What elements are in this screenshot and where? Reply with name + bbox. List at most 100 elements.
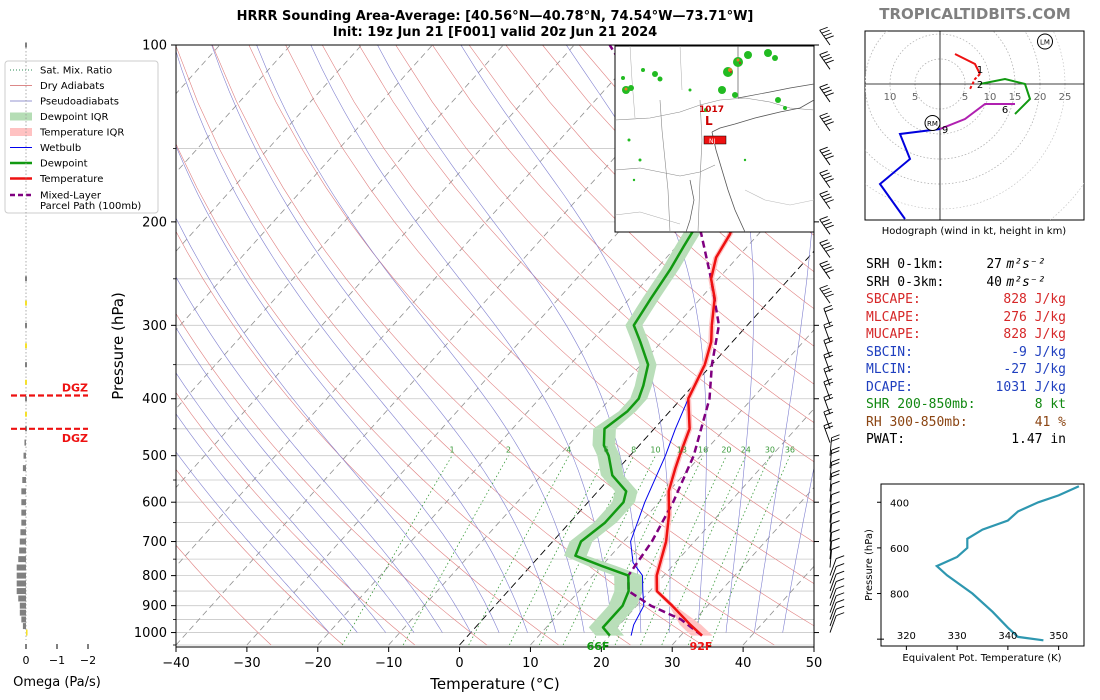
omega-tick-label: −2 [80, 654, 96, 667]
map-low-pressure: 1017 [699, 105, 724, 115]
dry-adiabat [176, 313, 487, 646]
wind-barb [829, 605, 845, 627]
wind-barb [829, 458, 840, 481]
wind-barb [819, 112, 834, 132]
x-tick-label: 0 [455, 656, 463, 671]
stat-label: RH 300-850mb: [866, 414, 968, 430]
wind-barb [823, 336, 834, 358]
legend-item: Wetbulb [10, 143, 81, 154]
theta-xlabel: Equivalent Pot. Temperature (K) [902, 653, 1061, 664]
map-inset: 1017 L NJ [614, 45, 815, 233]
mixing-ratio-label: 2 [506, 446, 511, 455]
wind-barb [819, 284, 834, 304]
legend-sublabel: Parcel Path (100mb) [40, 201, 141, 212]
omega-bar [25, 343, 27, 349]
moist-adiabat [782, 466, 814, 633]
figure-title: HRRR Sounding Area-Average: [40.56°N—40.… [237, 9, 754, 24]
omega-bar [25, 300, 27, 306]
omega-tick-label: −1 [49, 654, 65, 667]
y-tick-label: 700 [142, 535, 167, 550]
moist-adiabat [211, 45, 557, 633]
stat-value: 828 J/kg [1003, 292, 1066, 307]
stat-value: 276 J/kg [1003, 309, 1066, 325]
hodograph-tick-label: 10 [884, 92, 897, 103]
storm-motion-label: LM [1040, 39, 1050, 47]
skewt-frame [175, 44, 815, 648]
hodograph-tick-label: 25 [1059, 92, 1072, 103]
stat-value: 8 kt [1034, 397, 1066, 412]
theta-y-tick-label: 800 [890, 590, 909, 601]
y-tick-label: 500 [142, 449, 167, 464]
moist-adiabat [176, 372, 386, 633]
wind-barb [823, 408, 834, 429]
wind-barb [829, 501, 840, 523]
omega-bar [25, 42, 27, 48]
map-area-marker [703, 135, 727, 145]
legend-label: Dry Adiabats [40, 81, 104, 92]
x-tick-label: 30 [664, 656, 681, 671]
stat-row: SRH 0-3km: 40 m²s⁻² [866, 275, 1066, 290]
omega-bar [22, 623, 26, 630]
mixing-ratio-line [709, 455, 791, 646]
stat-value: 828 J/kg [1003, 327, 1066, 342]
wind-barb [823, 393, 834, 415]
mixing-ratio-line [687, 455, 771, 646]
y-tick-label: 100 [142, 39, 167, 54]
y-tick-label: 400 [142, 392, 167, 407]
mixing-ratio-line [640, 455, 727, 646]
moist-adiabat [176, 451, 330, 633]
legend-item: Sat. Mix. Ratio [10, 66, 112, 77]
theta-x-tick-label: 320 [897, 631, 916, 642]
stat-row: MLCAPE: 276 J/kg [866, 310, 1066, 325]
wind-barb [829, 585, 845, 606]
wind-barb [823, 378, 834, 399]
wind-barb [829, 599, 845, 620]
dry-adiabat [176, 45, 703, 646]
stat-value: 1031 J/kg [995, 379, 1066, 395]
isotherm-line [530, 329, 814, 646]
omega-bar [25, 276, 27, 282]
wind-barb [829, 446, 840, 469]
mixing-ratio-label: 13 [677, 446, 687, 455]
moist-adiabat [377, 45, 642, 633]
isotherm-line [459, 250, 814, 646]
dry-adiabat [176, 469, 344, 646]
moist-adiabat [176, 413, 358, 633]
x-tick-label: 10 [522, 656, 539, 671]
omega-bar [19, 602, 26, 609]
omega-bar [19, 609, 26, 616]
theta-x-tick-label: 340 [998, 631, 1017, 642]
wind-barb [823, 321, 834, 342]
omega-bar [16, 572, 26, 579]
mixing-ratio-label: 4 [566, 446, 571, 455]
legend-label: Temperature [39, 174, 103, 185]
legend-swatch [10, 112, 32, 121]
omega-bar [25, 396, 27, 402]
dgz-label: DGZ [62, 432, 88, 445]
moist-adiabat [176, 327, 415, 633]
moist-adiabat [754, 45, 814, 633]
x-tick-label: −30 [233, 656, 260, 671]
skewt-ylabel: Pressure (hPa) [109, 292, 127, 400]
stat-value: -27 J/kg [1003, 362, 1066, 377]
legend-label: Pseudoadiabats [40, 97, 119, 108]
dry-adiabat [468, 45, 814, 385]
dry-adiabat [285, 45, 814, 584]
figure-subtitle: Init: 19z Jun 21 [F001] valid 20z Jun 21… [333, 25, 657, 40]
mixing-ratio-line [614, 455, 704, 646]
stat-value: 27 m²s⁻² [986, 257, 1045, 272]
x-tick-label: 50 [806, 656, 823, 671]
mixing-ratio-label: 1 [450, 446, 455, 455]
y-tick-label: 200 [142, 215, 167, 230]
omega-bar [25, 379, 27, 385]
isotherm-line [176, 45, 575, 489]
legend: Sat. Mix. Ratio Dry Adiabats Pseudoadiabat… [4, 60, 159, 214]
omega-bar [25, 411, 27, 417]
mixing-ratio-label: 6 [604, 446, 609, 455]
isotherm-line [176, 45, 433, 331]
stat-row: SHR 200-850mb: 8 kt [866, 397, 1066, 412]
omega-bar [21, 509, 26, 516]
theta-x-tick-label: 350 [1049, 631, 1068, 642]
omega-bar [21, 616, 26, 623]
stat-label: PWAT: [866, 432, 906, 447]
